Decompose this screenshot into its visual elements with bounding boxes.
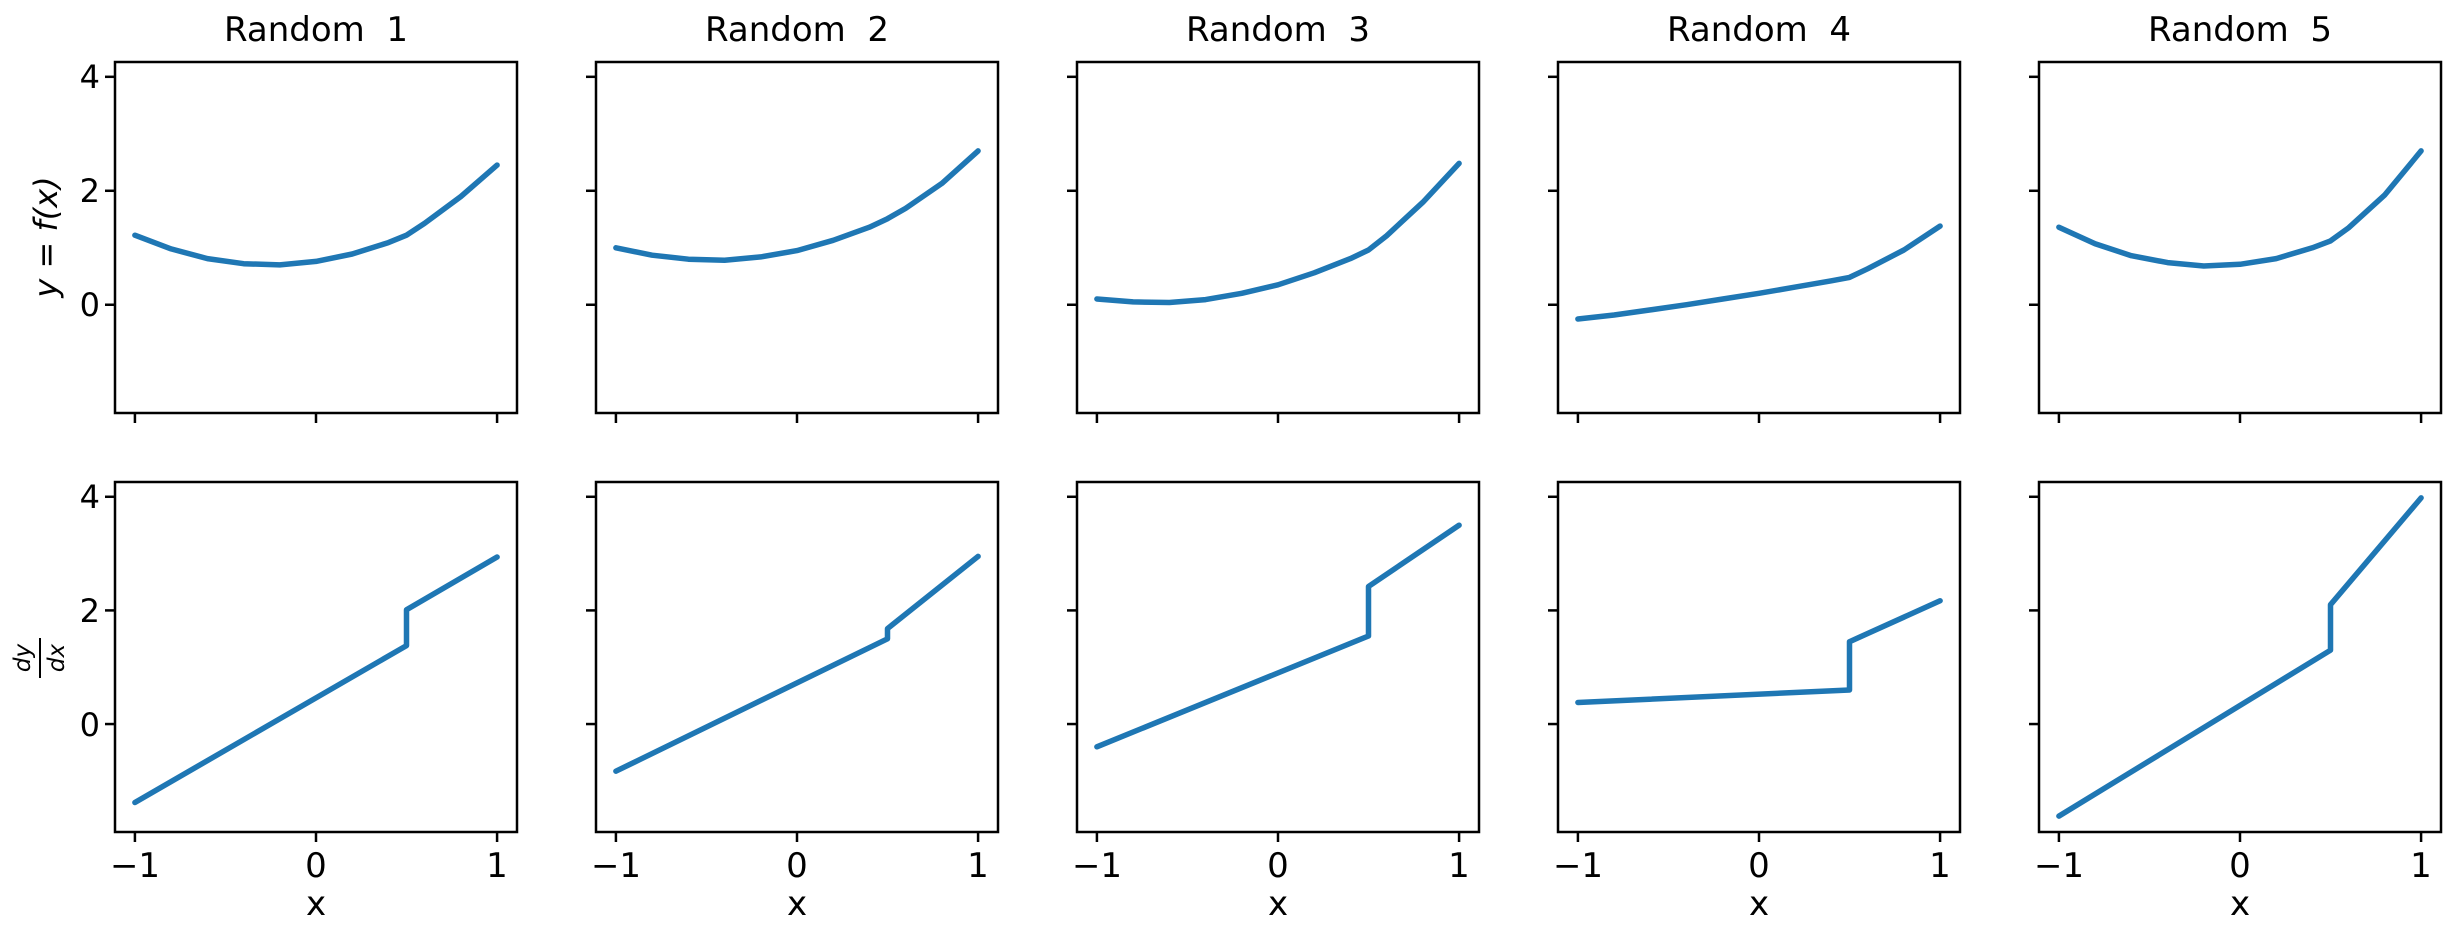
x-tick-label: 0 <box>1748 846 1770 886</box>
derivative-curve <box>132 554 500 806</box>
x-tick-label: 1 <box>1929 846 1951 886</box>
x-tick-label: 1 <box>486 846 508 886</box>
derivative-curve <box>1575 598 1943 706</box>
derivative-curve <box>613 553 981 774</box>
y-tick-label: 4 <box>79 58 100 96</box>
y-tick-label: 0 <box>79 706 100 744</box>
x-tick-label: 0 <box>786 846 808 886</box>
fraction-numerator: dy <box>8 637 41 679</box>
axes-box <box>1556 60 1962 415</box>
subplot-title: Random 5 <box>2147 10 2332 50</box>
fraction-denominator: dx <box>44 643 70 673</box>
x-tick-label: 0 <box>305 846 327 886</box>
axes-box <box>2037 60 2443 415</box>
y-tick-label: 2 <box>79 172 100 210</box>
x-tick-label: −1 <box>1552 846 1604 886</box>
subplot-title: Random 3 <box>1185 10 1370 50</box>
x-axis-label: x <box>305 884 327 924</box>
y-tick-label: 2 <box>79 592 100 630</box>
y-tick-label: 0 <box>79 286 100 324</box>
axes-box <box>1075 60 1481 415</box>
x-tick-label: 1 <box>967 846 989 886</box>
axes-box <box>594 60 1000 415</box>
y-axis-label-f: y = f(x) <box>27 176 65 298</box>
function-curve <box>1575 223 1943 322</box>
function-curve <box>1094 160 1462 306</box>
function-curve <box>2056 148 2424 269</box>
x-tick-label: 1 <box>1448 846 1470 886</box>
x-tick-label: −1 <box>1071 846 1123 886</box>
x-tick-label: 0 <box>1267 846 1289 886</box>
axes-box <box>1556 480 1962 834</box>
axes-box <box>113 60 519 415</box>
derivative-curve <box>1094 522 1462 750</box>
subplot-title: Random 2 <box>704 10 889 50</box>
x-tick-label: −1 <box>2033 846 2085 886</box>
x-tick-label: −1 <box>590 846 642 886</box>
x-tick-label: 0 <box>2229 846 2251 886</box>
x-axis-label: x <box>1748 884 1770 924</box>
function-curve <box>132 162 500 268</box>
x-tick-label: −1 <box>109 846 161 886</box>
x-axis-label: x <box>786 884 808 924</box>
x-tick-label: 1 <box>2410 846 2432 886</box>
subplot-title: Random 1 <box>223 10 408 50</box>
function-curve <box>613 148 981 264</box>
x-axis-label: x <box>2229 884 2251 924</box>
y-tick-label: 4 <box>79 478 100 516</box>
derivative-curve <box>2056 495 2424 819</box>
axes-box <box>1075 480 1481 834</box>
x-axis-label: x <box>1267 884 1289 924</box>
axes-box <box>2037 480 2443 834</box>
axes-box <box>594 480 1000 834</box>
subplot-title: Random 4 <box>1666 10 1851 50</box>
